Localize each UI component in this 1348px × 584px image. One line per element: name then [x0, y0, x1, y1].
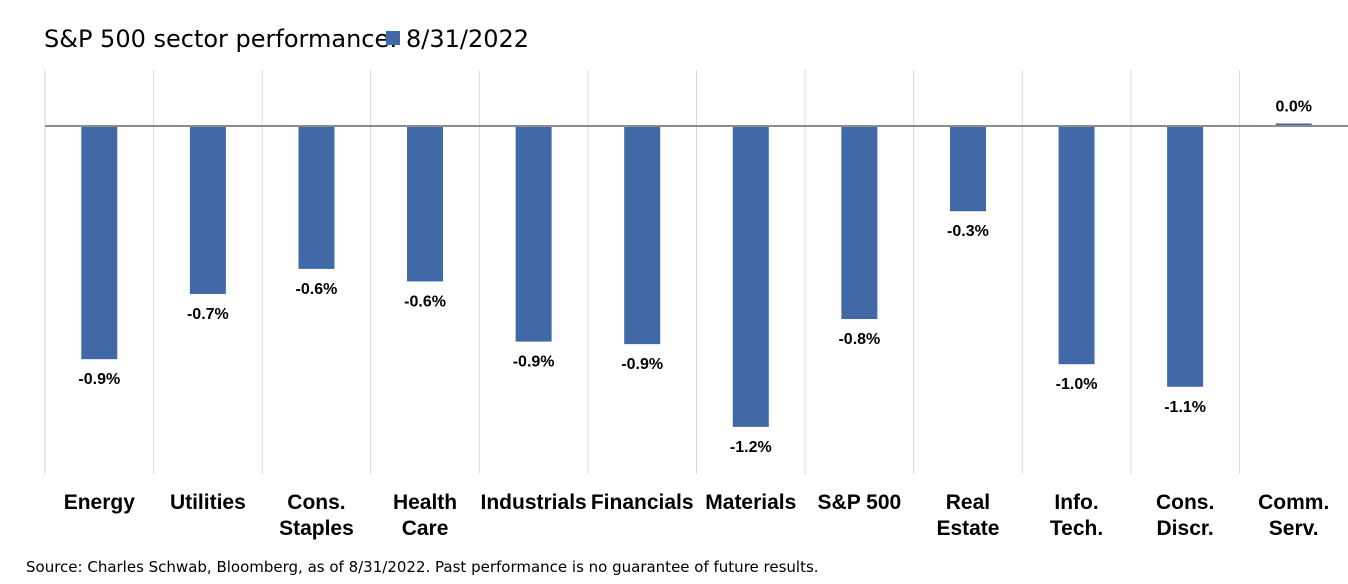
category-label: Energy	[64, 491, 136, 514]
data-label: -0.6%	[404, 293, 446, 310]
category-label: Real Estate	[936, 491, 999, 540]
category-label: Info. Tech.	[1050, 491, 1103, 540]
bar	[81, 126, 118, 360]
category-label: Health Care	[393, 491, 457, 540]
data-label: -0.9%	[513, 354, 555, 371]
data-label: -0.3%	[947, 223, 989, 240]
source-note: Source: Charles Schwab, Bloomberg, as of…	[26, 558, 819, 576]
category-label: Cons. Staples	[279, 491, 354, 540]
category-label: Comm. Serv.	[1258, 491, 1329, 540]
data-label: -0.7%	[187, 306, 229, 323]
category-label: Cons. Discr.	[1156, 491, 1214, 540]
data-label: -0.6%	[296, 281, 338, 298]
category-label: Materials	[705, 491, 796, 514]
bar	[1275, 123, 1312, 126]
category-label: Financials	[591, 491, 694, 514]
bar	[407, 126, 444, 282]
bar	[189, 126, 226, 294]
category-label: Utilities	[170, 491, 246, 514]
bar	[732, 126, 769, 427]
data-label: -0.9%	[78, 371, 120, 388]
legend-label: 8/31/2022	[406, 25, 529, 53]
data-label: -1.1%	[1164, 399, 1206, 416]
category-label: S&P 500	[818, 491, 902, 514]
bar	[624, 126, 661, 345]
data-label: -0.8%	[838, 331, 880, 348]
bar	[949, 126, 986, 212]
bar	[1058, 126, 1095, 365]
data-label: 0.0%	[1275, 98, 1311, 115]
bar	[841, 126, 878, 320]
bar	[515, 126, 552, 342]
data-label: -1.2%	[730, 439, 772, 456]
chart-title: S&P 500 sector performance:	[44, 25, 397, 53]
data-label: -0.9%	[621, 356, 663, 373]
data-label: -1.0%	[1056, 376, 1098, 393]
legend-swatch	[386, 31, 400, 45]
category-label: Industrials	[481, 491, 587, 514]
bar	[298, 126, 335, 269]
bar	[1167, 126, 1204, 387]
